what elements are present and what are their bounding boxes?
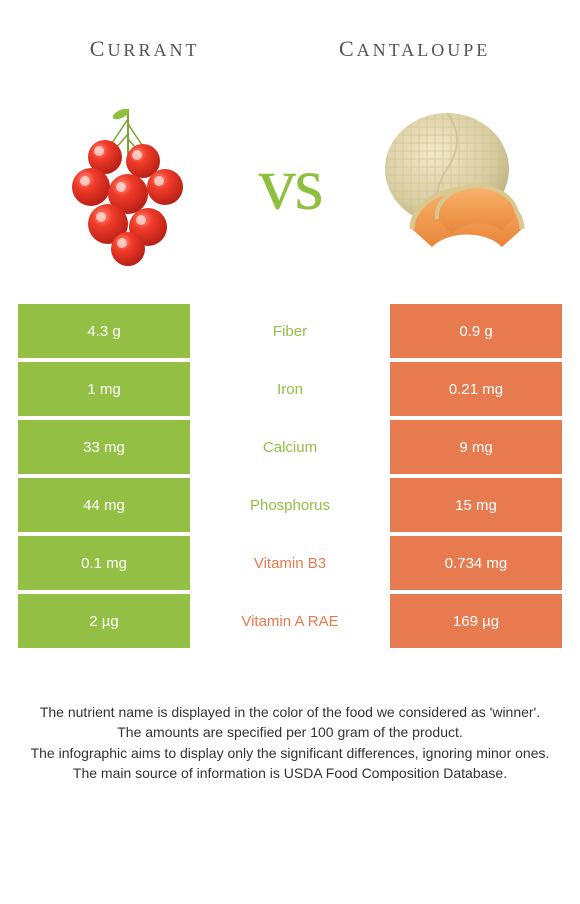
value-right: 0.9 g [390, 304, 562, 358]
table-row: 1 mgIron0.21 mg [18, 362, 562, 416]
images-row: vs [0, 84, 580, 304]
nutrient-label: Iron [192, 362, 388, 416]
value-right: 15 mg [390, 478, 562, 532]
value-right: 9 mg [390, 420, 562, 474]
value-right: 0.734 mg [390, 536, 562, 590]
value-right: 169 µg [390, 594, 562, 648]
value-left: 0.1 mg [18, 536, 190, 590]
footnote-line: The amounts are specified per 100 gram o… [18, 722, 562, 742]
table-row: 44 mgPhosphorus15 mg [18, 478, 562, 532]
vs-label: vs [258, 141, 322, 228]
nutrient-label: Fiber [192, 304, 388, 358]
table-row: 33 mgCalcium9 mg [18, 420, 562, 474]
value-left: 4.3 g [18, 304, 190, 358]
header-titles: Currant Cantaloupe [0, 0, 580, 84]
value-left: 44 mg [18, 478, 190, 532]
value-right: 0.21 mg [390, 362, 562, 416]
value-left: 2 µg [18, 594, 190, 648]
value-left: 1 mg [18, 362, 190, 416]
cantaloupe-image [367, 99, 537, 269]
table-row: 4.3 gFiber0.9 g [18, 304, 562, 358]
nutrient-label: Vitamin A RAE [192, 594, 388, 648]
footnote-line: The infographic aims to display only the… [18, 743, 562, 763]
nutrient-label: Calcium [192, 420, 388, 474]
value-left: 33 mg [18, 420, 190, 474]
nutrient-label: Phosphorus [192, 478, 388, 532]
footnote-line: The nutrient name is displayed in the co… [18, 702, 562, 722]
title-right: Cantaloupe [339, 28, 490, 64]
table-row: 0.1 mgVitamin B30.734 mg [18, 536, 562, 590]
title-left: Currant [90, 28, 200, 64]
footnote-line: The main source of information is USDA F… [18, 763, 562, 783]
nutrient-table: 4.3 gFiber0.9 g1 mgIron0.21 mg33 mgCalci… [0, 304, 580, 648]
nutrient-label: Vitamin B3 [192, 536, 388, 590]
footnotes: The nutrient name is displayed in the co… [0, 652, 580, 783]
table-row: 2 µgVitamin A RAE169 µg [18, 594, 562, 648]
currant-image [43, 99, 213, 269]
